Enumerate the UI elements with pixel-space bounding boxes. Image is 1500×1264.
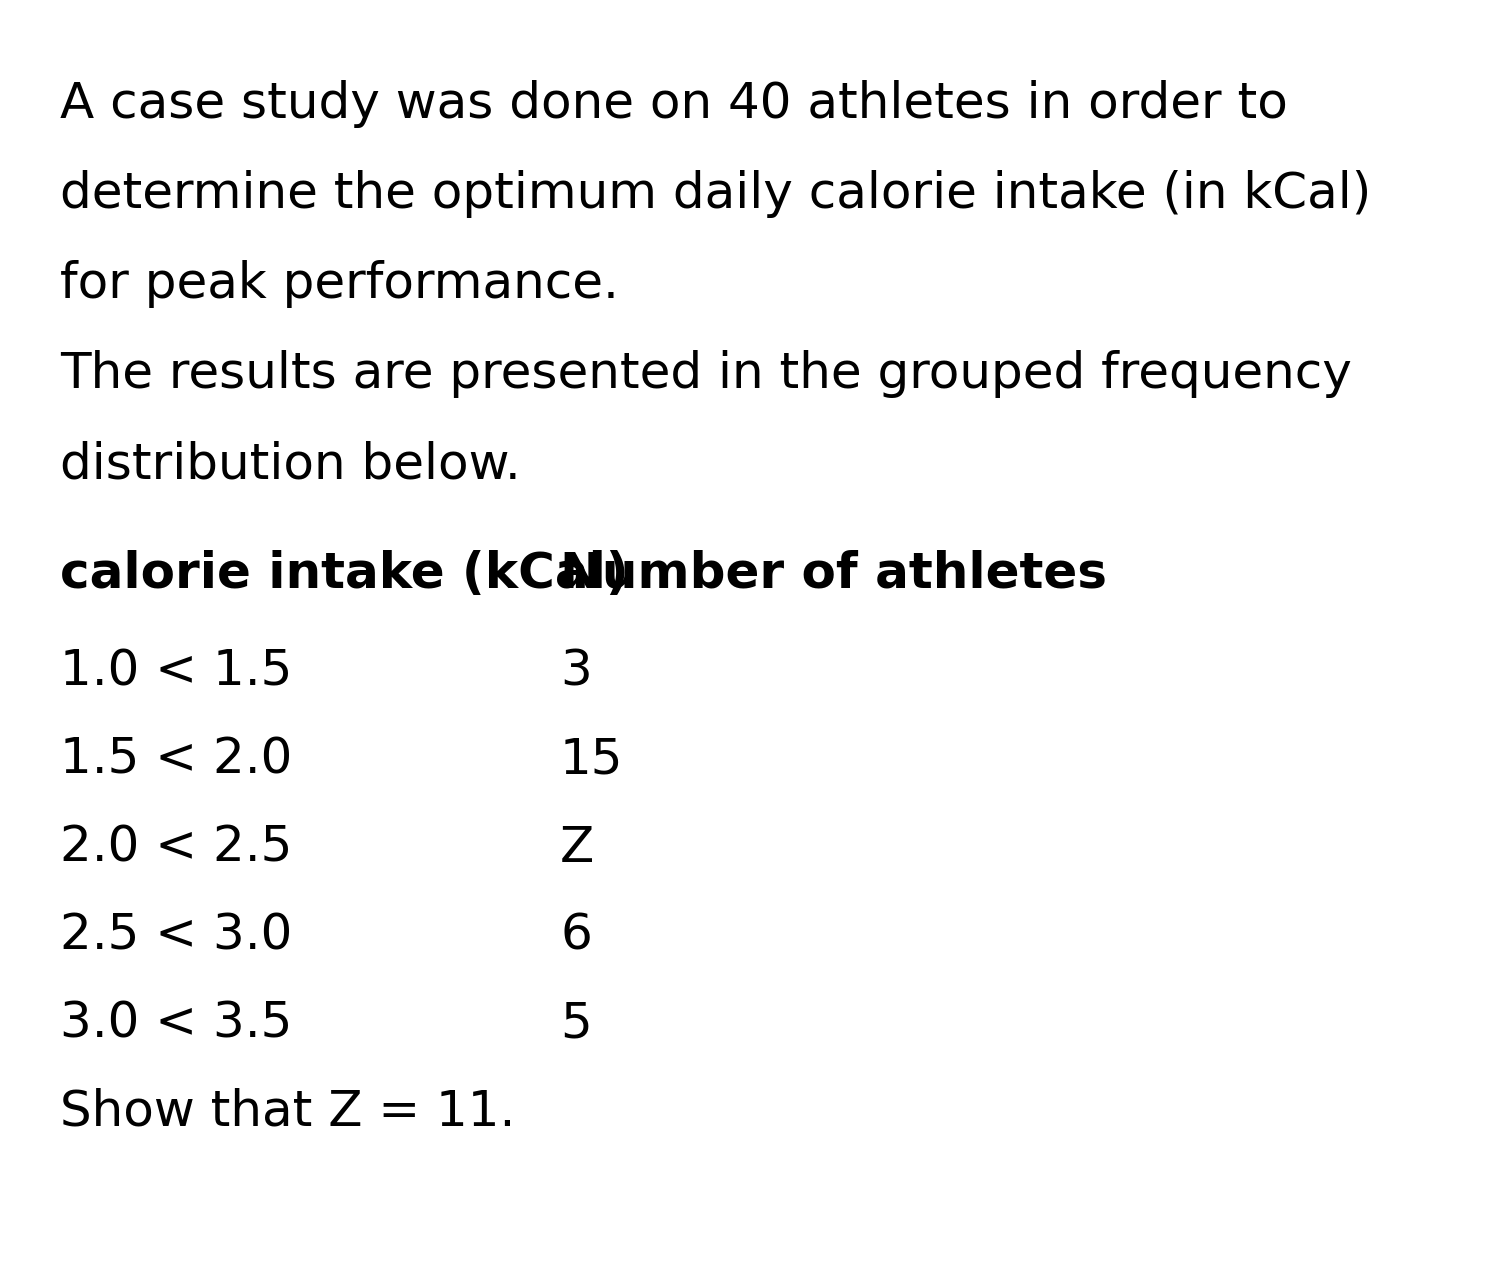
Text: The results are presented in the grouped frequency: The results are presented in the grouped…: [60, 350, 1352, 398]
Text: 2.5 < 3.0: 2.5 < 3.0: [60, 913, 292, 959]
Text: 5: 5: [560, 1000, 591, 1048]
Text: 2.0 < 2.5: 2.0 < 2.5: [60, 824, 292, 872]
Text: 1.5 < 2.0: 1.5 < 2.0: [60, 736, 292, 784]
Text: 3.0 < 3.5: 3.0 < 3.5: [60, 1000, 292, 1048]
Text: Show that Z = 11.: Show that Z = 11.: [60, 1088, 516, 1136]
Text: Z: Z: [560, 824, 594, 872]
Text: for peak performance.: for peak performance.: [60, 260, 620, 308]
Text: 15: 15: [560, 736, 624, 784]
Text: 6: 6: [560, 913, 592, 959]
Text: determine the optimum daily calorie intake (in kCal): determine the optimum daily calorie inta…: [60, 169, 1371, 217]
Text: 3: 3: [560, 648, 591, 696]
Text: Number of athletes: Number of athletes: [560, 550, 1107, 598]
Text: calorie intake (kCal): calorie intake (kCal): [60, 550, 628, 598]
Text: 1.0 < 1.5: 1.0 < 1.5: [60, 648, 292, 696]
Text: distribution below.: distribution below.: [60, 440, 520, 488]
Text: A case study was done on 40 athletes in order to: A case study was done on 40 athletes in …: [60, 80, 1288, 128]
